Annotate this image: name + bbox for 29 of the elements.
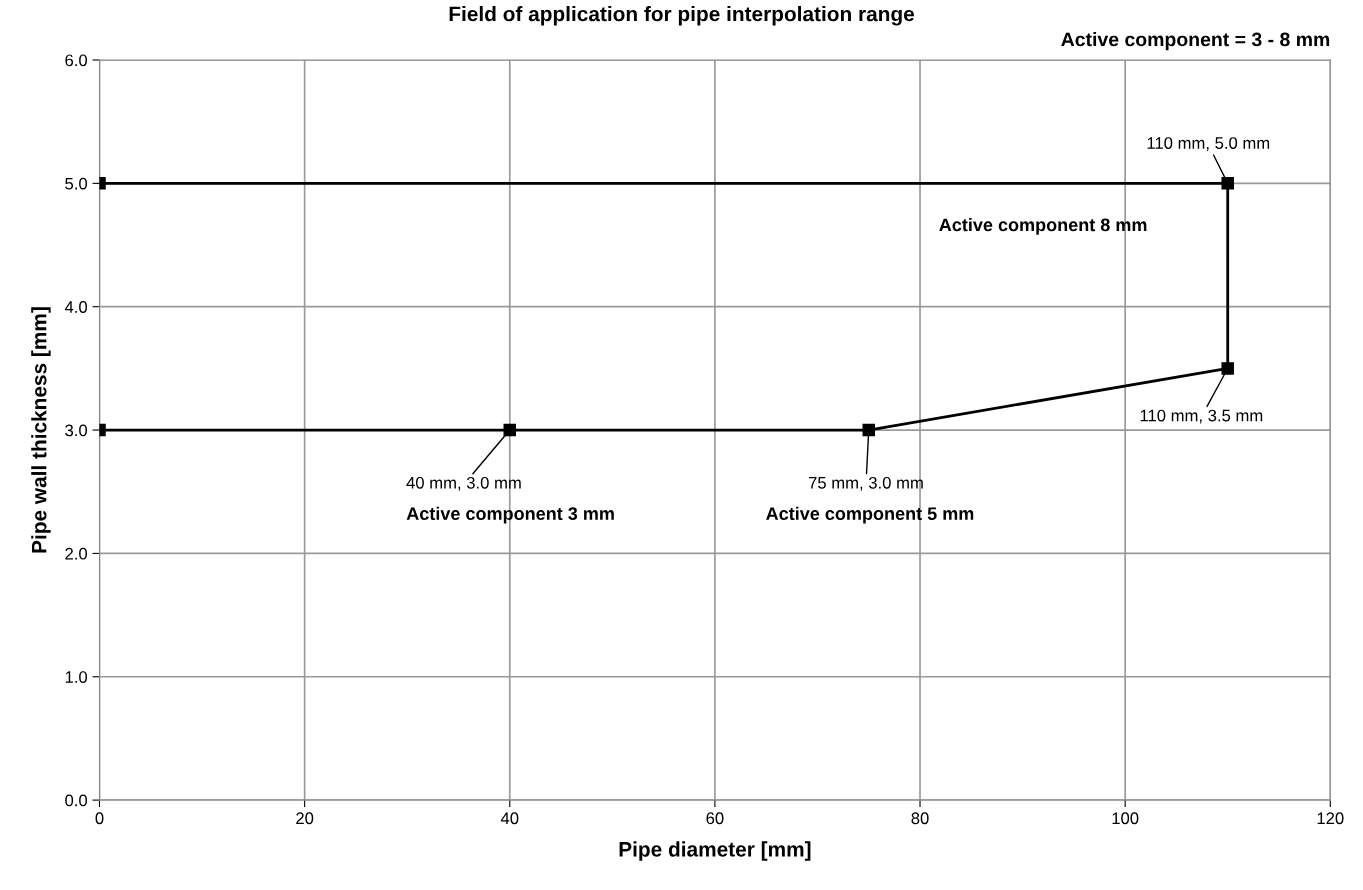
y-tick-label: 1.0 <box>65 671 88 683</box>
annotation: Active component 3 mm <box>406 506 614 524</box>
x-tick-label: 120 <box>1317 812 1344 825</box>
point <box>503 423 517 437</box>
x-tick-label: 100 <box>1112 812 1139 825</box>
y-tick-label: 2.0 <box>65 547 88 560</box>
point <box>1221 362 1234 375</box>
x-tick-label: 80 <box>911 812 929 825</box>
annotation: Active component 8 mm <box>939 217 1147 235</box>
x-axis-title: Pipe diameter [mm] <box>619 841 811 861</box>
annotation: 75 mm, 3.0 mm <box>808 476 923 491</box>
y-tick-label: 6.0 <box>65 54 88 67</box>
annotation: 40 mm, 3.0 mm <box>406 476 521 491</box>
y-tick-label: 3.0 <box>65 424 88 437</box>
x-tick-label: 20 <box>296 812 314 825</box>
y-tick-label: 4.0 <box>64 301 88 313</box>
x-tick-label: 0 <box>95 812 104 825</box>
x-tick-label: 60 <box>706 812 724 825</box>
annotation: 110 mm, 3.5 mm <box>1140 409 1263 424</box>
y-axis-title: Pipe wall thickness [mm] <box>31 307 51 553</box>
point <box>1221 177 1234 190</box>
chart-title: Field of application for pipe interpolation range <box>449 6 915 26</box>
annotation: 110 mm, 5.0 mm <box>1147 137 1270 151</box>
point <box>862 423 875 437</box>
x-tick-label: 40 <box>500 812 519 825</box>
y-tick-label: 5.0 <box>65 177 88 190</box>
y-tick-label: 0.0 <box>65 794 88 807</box>
chart-subtitle: Active component = 3 - 8 mm <box>1061 32 1330 51</box>
annotation: Active component 5 mm <box>766 506 974 524</box>
